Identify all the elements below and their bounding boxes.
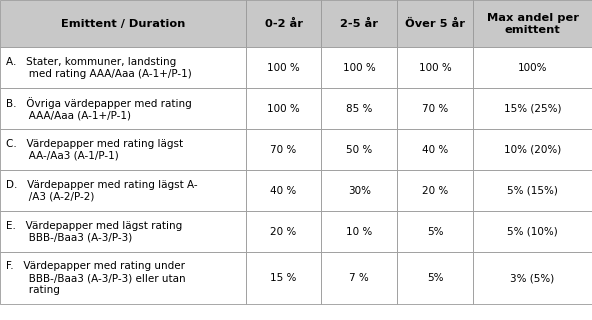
Bar: [397, 129, 473, 170]
Text: 40 %: 40 %: [422, 145, 448, 155]
Bar: [246, 211, 321, 252]
Bar: [321, 170, 397, 211]
Bar: [397, 88, 473, 129]
Bar: [321, 0, 397, 47]
Text: D.   Värdepapper med rating lägst A-
       /A3 (A-2/P-2): D. Värdepapper med rating lägst A- /A3 (…: [6, 180, 198, 202]
Text: 100%: 100%: [518, 63, 547, 73]
Bar: [321, 252, 397, 304]
Bar: [0, 129, 246, 170]
Bar: [321, 129, 397, 170]
Bar: [0, 170, 246, 211]
Text: E.   Värdepapper med lägst rating
       BBB-/Baa3 (A-3/P-3): E. Värdepapper med lägst rating BBB-/Baa…: [6, 221, 182, 243]
Text: 20 %: 20 %: [422, 186, 448, 196]
Text: 3% (5%): 3% (5%): [510, 273, 555, 283]
Text: 10% (20%): 10% (20%): [504, 145, 561, 155]
Bar: [473, 88, 592, 129]
Text: 100 %: 100 %: [419, 63, 452, 73]
Text: 100 %: 100 %: [267, 104, 300, 114]
Bar: [397, 0, 473, 47]
Text: Över 5 år: Över 5 år: [405, 19, 465, 29]
Bar: [0, 252, 246, 304]
Bar: [0, 88, 246, 129]
Bar: [246, 47, 321, 88]
Text: 5%: 5%: [427, 227, 443, 237]
Text: 30%: 30%: [348, 186, 371, 196]
Bar: [397, 211, 473, 252]
Bar: [397, 252, 473, 304]
Text: 15 %: 15 %: [271, 273, 297, 283]
Text: A.   Stater, kommuner, landsting
       med rating AAA/Aaa (A-1+/P-1): A. Stater, kommuner, landsting med ratin…: [6, 57, 192, 79]
Text: 20 %: 20 %: [271, 227, 297, 237]
Bar: [246, 0, 321, 47]
Text: 100 %: 100 %: [267, 63, 300, 73]
Text: B.   Övriga värdepapper med rating
       AAA/Aaa (A-1+/P-1): B. Övriga värdepapper med rating AAA/Aaa…: [6, 97, 192, 121]
Bar: [246, 129, 321, 170]
Bar: [397, 170, 473, 211]
Text: 10 %: 10 %: [346, 227, 372, 237]
Bar: [246, 88, 321, 129]
Bar: [473, 252, 592, 304]
Text: 15% (25%): 15% (25%): [504, 104, 561, 114]
Bar: [0, 211, 246, 252]
Text: 85 %: 85 %: [346, 104, 372, 114]
Bar: [473, 170, 592, 211]
Bar: [321, 211, 397, 252]
Bar: [473, 211, 592, 252]
Text: 50 %: 50 %: [346, 145, 372, 155]
Text: Max andel per
emittent: Max andel per emittent: [487, 13, 578, 35]
Text: 2-5 år: 2-5 år: [340, 19, 378, 29]
Bar: [321, 88, 397, 129]
Text: 70 %: 70 %: [422, 104, 448, 114]
Text: 0-2 år: 0-2 år: [265, 19, 303, 29]
Text: F.   Värdepapper med rating under
       BBB-/Baa3 (A-3/P-3) eller utan
       r: F. Värdepapper med rating under BBB-/Baa…: [6, 261, 185, 295]
Bar: [321, 47, 397, 88]
Bar: [397, 47, 473, 88]
Text: C.   Värdepapper med rating lägst
       AA-/Aa3 (A-1/P-1): C. Värdepapper med rating lägst AA-/Aa3 …: [6, 139, 183, 161]
Text: 5%: 5%: [427, 273, 443, 283]
Text: 7 %: 7 %: [349, 273, 369, 283]
Bar: [0, 47, 246, 88]
Text: 5% (15%): 5% (15%): [507, 186, 558, 196]
Bar: [0, 0, 246, 47]
Bar: [246, 252, 321, 304]
Bar: [473, 129, 592, 170]
Text: 100 %: 100 %: [343, 63, 376, 73]
Bar: [246, 170, 321, 211]
Text: 40 %: 40 %: [271, 186, 297, 196]
Text: Emittent / Duration: Emittent / Duration: [60, 19, 185, 29]
Bar: [473, 47, 592, 88]
Text: 70 %: 70 %: [271, 145, 297, 155]
Text: 5% (10%): 5% (10%): [507, 227, 558, 237]
Bar: [473, 0, 592, 47]
